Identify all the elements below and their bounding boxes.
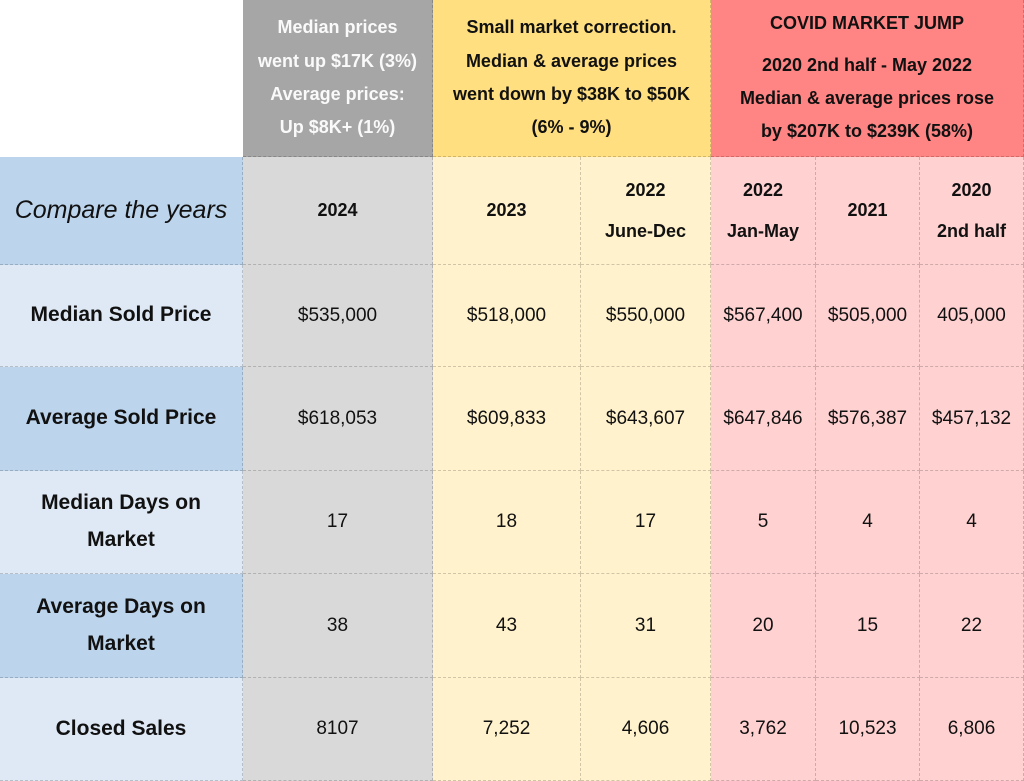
year-line2: Jan-May [726,220,800,241]
table-cell: 22 [920,574,1024,678]
year-header-2021: 2021 [816,157,920,265]
year-line1: 2022 [625,180,666,200]
header-yellow-line: Small market correction. [466,17,677,38]
table-cell: 17 [581,471,711,574]
header-red-line: Median & average prices rose [739,88,995,108]
header-gray-line: Average prices: [270,84,405,104]
header-gray-line: Median prices [277,17,398,38]
year-line2: 2nd half [936,220,1006,241]
header-red-title: COVID MARKET JUMP [769,13,964,34]
year-line1: 2021 [847,200,888,221]
table-cell: $618,053 [243,367,433,471]
table-cell: 4 [816,471,920,574]
year-header-2022-jan-may: 2022 Jan-May [711,157,816,265]
header-covid-summary: COVID MARKET JUMP 2020 2nd half - May 20… [711,0,1024,157]
compare-years-label: Compare the years [0,157,243,265]
table-cell: 4,606 [581,678,711,781]
year-line1: 2024 [317,200,358,221]
year-header-2023: 2023 [433,157,581,265]
table-cell: 15 [816,574,920,678]
header-gray-line: went up $17K (3%) [257,50,418,71]
table-cell: $643,607 [581,367,711,471]
header-gray-line: Up $8K+ (1%) [279,117,396,138]
table-cell: $609,833 [433,367,581,471]
header-yellow-line: went down by $38K to $50K [452,84,691,104]
table-cell: 8107 [243,678,433,781]
header-correction-summary: Small market correction. Median & averag… [433,0,711,157]
row-label-median-sold-price: Median Sold Price [0,265,243,367]
table-cell: $505,000 [816,265,920,367]
row-label-median-days-on-market: Median Days on Market [0,471,243,574]
table-cell: 20 [711,574,816,678]
header-2024-summary: Median prices went up $17K (3%) Average … [243,0,433,157]
table-cell: $647,846 [711,367,816,471]
year-line1: 2023 [486,200,527,221]
table-cell: $535,000 [243,265,433,367]
header-red-line: by $207K to $239K (58%) [760,121,974,142]
table-cell: $550,000 [581,265,711,367]
row-label-average-sold-price: Average Sold Price [0,367,243,471]
table-cell: $518,000 [433,265,581,367]
header-red-line: 2020 2nd half - May 2022 [761,54,973,75]
year-header-2024: 2024 [243,157,433,265]
table-cell: 10,523 [816,678,920,781]
row-label-closed-sales: Closed Sales [0,678,243,781]
year-line1: 2020 [951,180,992,200]
year-line1: 2022 [742,180,784,200]
table-cell: 38 [243,574,433,678]
table-cell: 17 [243,471,433,574]
table-cell: 3,762 [711,678,816,781]
table-cell: 43 [433,574,581,678]
corner-blank [0,0,243,157]
table-cell: 18 [433,471,581,574]
year-header-2022-june-dec: 2022 June-Dec [581,157,711,265]
table-cell: 7,252 [433,678,581,781]
table-cell: $576,387 [816,367,920,471]
table-cell: 6,806 [920,678,1024,781]
table-cell: 5 [711,471,816,574]
header-yellow-line: (6% - 9%) [531,117,612,138]
header-yellow-line: Median & average prices [465,50,678,71]
table-cell: $457,132 [920,367,1024,471]
year-line2: June-Dec [604,220,687,241]
table-cell: 31 [581,574,711,678]
year-header-2020-2nd-half: 2020 2nd half [920,157,1024,265]
row-label-average-days-on-market: Average Days on Market [0,574,243,678]
table-cell: $567,400 [711,265,816,367]
table-cell: 405,000 [920,265,1024,367]
table-cell: 4 [920,471,1024,574]
